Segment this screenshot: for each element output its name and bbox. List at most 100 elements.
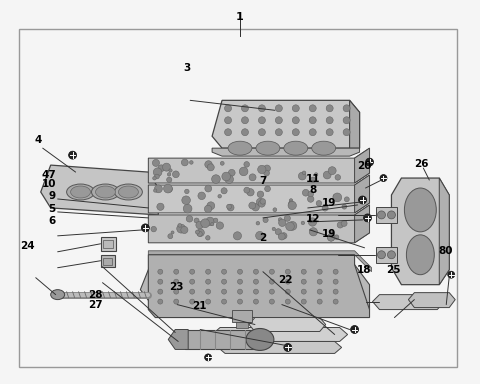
Ellipse shape (96, 186, 116, 198)
Circle shape (301, 289, 306, 294)
Circle shape (227, 204, 231, 209)
Circle shape (258, 129, 265, 136)
Circle shape (178, 223, 181, 227)
Circle shape (288, 201, 294, 206)
Circle shape (301, 299, 306, 304)
Polygon shape (212, 100, 360, 148)
Circle shape (330, 230, 333, 233)
Circle shape (324, 274, 327, 278)
Circle shape (222, 172, 230, 181)
Circle shape (335, 235, 339, 239)
Circle shape (181, 159, 188, 166)
Circle shape (241, 117, 249, 124)
Text: 80: 80 (438, 245, 453, 256)
Circle shape (258, 105, 265, 112)
Circle shape (363, 214, 372, 222)
Text: 1: 1 (236, 12, 244, 22)
Circle shape (186, 215, 193, 222)
Circle shape (238, 289, 242, 294)
Circle shape (205, 185, 212, 192)
Circle shape (225, 117, 231, 124)
Circle shape (328, 167, 336, 175)
Circle shape (273, 208, 277, 212)
Circle shape (227, 204, 234, 211)
Text: 20: 20 (357, 161, 372, 171)
Circle shape (164, 184, 172, 193)
Polygon shape (168, 329, 188, 349)
Circle shape (157, 203, 164, 210)
Circle shape (288, 201, 296, 210)
Text: 19: 19 (322, 199, 336, 209)
Ellipse shape (67, 184, 95, 200)
Circle shape (197, 231, 202, 237)
Circle shape (326, 117, 333, 124)
Circle shape (256, 232, 264, 240)
Text: 3: 3 (184, 63, 191, 73)
Circle shape (252, 265, 260, 273)
Circle shape (285, 269, 290, 274)
Ellipse shape (51, 290, 65, 300)
Circle shape (168, 234, 173, 239)
Polygon shape (392, 178, 449, 285)
Circle shape (185, 189, 189, 194)
Circle shape (197, 229, 204, 237)
Circle shape (285, 299, 290, 304)
Circle shape (308, 218, 317, 226)
Text: 11: 11 (306, 174, 321, 184)
Circle shape (278, 219, 286, 227)
Circle shape (190, 279, 195, 284)
Circle shape (204, 205, 212, 213)
Circle shape (286, 222, 294, 231)
Circle shape (289, 199, 293, 202)
Circle shape (264, 165, 270, 172)
Polygon shape (41, 165, 158, 215)
Circle shape (225, 105, 231, 112)
Text: 27: 27 (88, 300, 102, 310)
Circle shape (264, 186, 270, 192)
Circle shape (308, 196, 314, 202)
Circle shape (292, 105, 300, 112)
Circle shape (344, 197, 349, 202)
Circle shape (233, 232, 241, 240)
Circle shape (205, 279, 211, 284)
Polygon shape (212, 328, 348, 341)
Circle shape (169, 169, 172, 172)
Circle shape (327, 233, 335, 241)
Circle shape (168, 173, 171, 176)
Circle shape (155, 174, 159, 179)
Text: 2: 2 (259, 233, 266, 243)
Circle shape (377, 211, 385, 219)
Circle shape (205, 269, 211, 274)
Text: 19: 19 (322, 229, 336, 239)
Polygon shape (212, 148, 360, 156)
Circle shape (253, 279, 258, 284)
Circle shape (206, 217, 215, 226)
Circle shape (309, 117, 316, 124)
Circle shape (257, 191, 264, 197)
Circle shape (212, 175, 220, 184)
Circle shape (301, 279, 306, 284)
Circle shape (312, 274, 314, 277)
Circle shape (308, 191, 313, 197)
Circle shape (253, 269, 258, 274)
Bar (100, 237, 117, 251)
Circle shape (222, 299, 227, 304)
Circle shape (269, 279, 275, 284)
Circle shape (260, 199, 265, 204)
Circle shape (158, 269, 163, 274)
Circle shape (218, 194, 221, 198)
Circle shape (211, 223, 214, 226)
Circle shape (350, 326, 359, 333)
Circle shape (275, 229, 281, 235)
Polygon shape (355, 175, 370, 213)
Circle shape (252, 204, 259, 211)
Bar (232, 310, 252, 321)
Circle shape (269, 299, 275, 304)
Polygon shape (148, 148, 370, 183)
Circle shape (172, 171, 179, 178)
Circle shape (155, 185, 162, 193)
Circle shape (177, 224, 186, 233)
Text: 25: 25 (386, 265, 400, 275)
Circle shape (366, 158, 373, 166)
Circle shape (151, 226, 156, 232)
